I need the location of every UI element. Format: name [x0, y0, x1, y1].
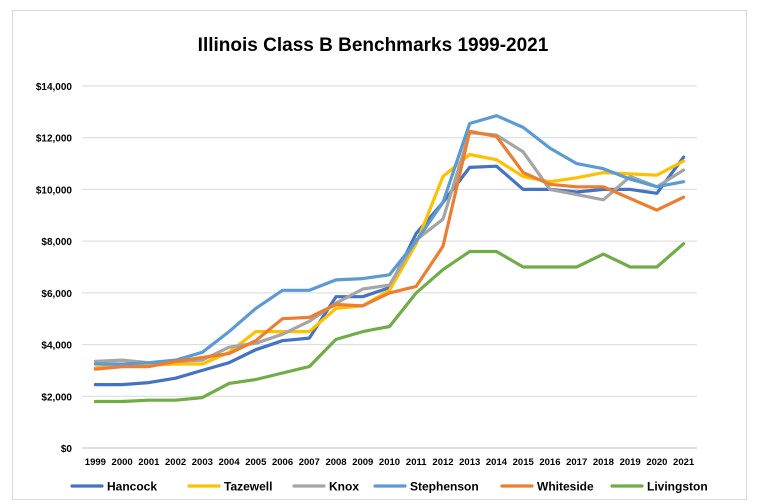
legend-label: Knox [329, 480, 359, 494]
x-tick-label: 2006 [272, 457, 293, 468]
x-tick-label: 2015 [513, 457, 535, 468]
x-tick-label: 2004 [218, 457, 240, 468]
chart-frame [12, 10, 747, 500]
legend-label: Stephenson [410, 480, 479, 494]
x-axis-ticks: 1999 2000 2001 2002 2003 2004 2005 2006 2007 2008… [85, 457, 695, 468]
series-line-hancock [93, 155, 686, 387]
x-tick-label: 1999 [85, 457, 106, 468]
x-tick-label: 2008 [325, 457, 346, 468]
x-tick-label: 2003 [192, 457, 213, 468]
x-tick-label: 2011 [406, 457, 427, 468]
x-tick-label: 2010 [379, 457, 400, 468]
x-tick-label: 2014 [486, 457, 508, 468]
x-tick-label: 2007 [299, 457, 320, 468]
legend-label: Tazewell [224, 480, 272, 494]
y-tick-label: $6,000 [41, 289, 72, 300]
x-tick-label: 2001 [138, 457, 160, 468]
x-tick-label: 2000 [112, 457, 133, 468]
y-tick-label: $2,000 [41, 392, 72, 403]
legend-label: Whiteside [537, 480, 594, 494]
gridlines [82, 85, 697, 449]
x-tick-label: 2019 [620, 457, 641, 468]
y-tick-label: $12,000 [36, 134, 73, 145]
series-line-knox [93, 130, 686, 365]
x-tick-label: 2002 [165, 457, 186, 468]
x-tick-label: 2012 [432, 457, 453, 468]
y-tick-label: $0 [61, 444, 73, 455]
legend-label: Livingston [647, 480, 708, 494]
x-tick-label: 2009 [352, 457, 373, 468]
y-tick-label: $8,000 [41, 237, 72, 248]
y-tick-label: $10,000 [36, 185, 73, 196]
series-line-whiteside [93, 129, 686, 371]
series-line-livingston [93, 242, 686, 404]
legend-label: Hancock [107, 480, 157, 494]
series-lines [93, 114, 686, 404]
series-line-tazewell [93, 152, 686, 370]
legend: Hancock Tazewell Knox Stephenson Whiteside Li… [70, 480, 708, 494]
x-tick-label: 2016 [539, 457, 560, 468]
x-tick-label: 2018 [593, 457, 614, 468]
y-axis-ticks: $0 $2,000 $4,000 $6,000 $8,000 $10,000 $12,000… [36, 82, 73, 455]
x-tick-label: 2017 [566, 457, 587, 468]
x-tick-label: 2013 [459, 457, 480, 468]
chart-title: Illinois Class B Benchmarks 1999-2021 [198, 35, 549, 56]
x-tick-label: 2021 [673, 457, 695, 468]
x-tick-label: 2005 [245, 457, 267, 468]
series-line-stephenson [93, 114, 686, 366]
y-tick-label: $4,000 [41, 341, 72, 352]
x-tick-label: 2020 [646, 457, 667, 468]
y-tick-label: $14,000 [36, 82, 73, 93]
